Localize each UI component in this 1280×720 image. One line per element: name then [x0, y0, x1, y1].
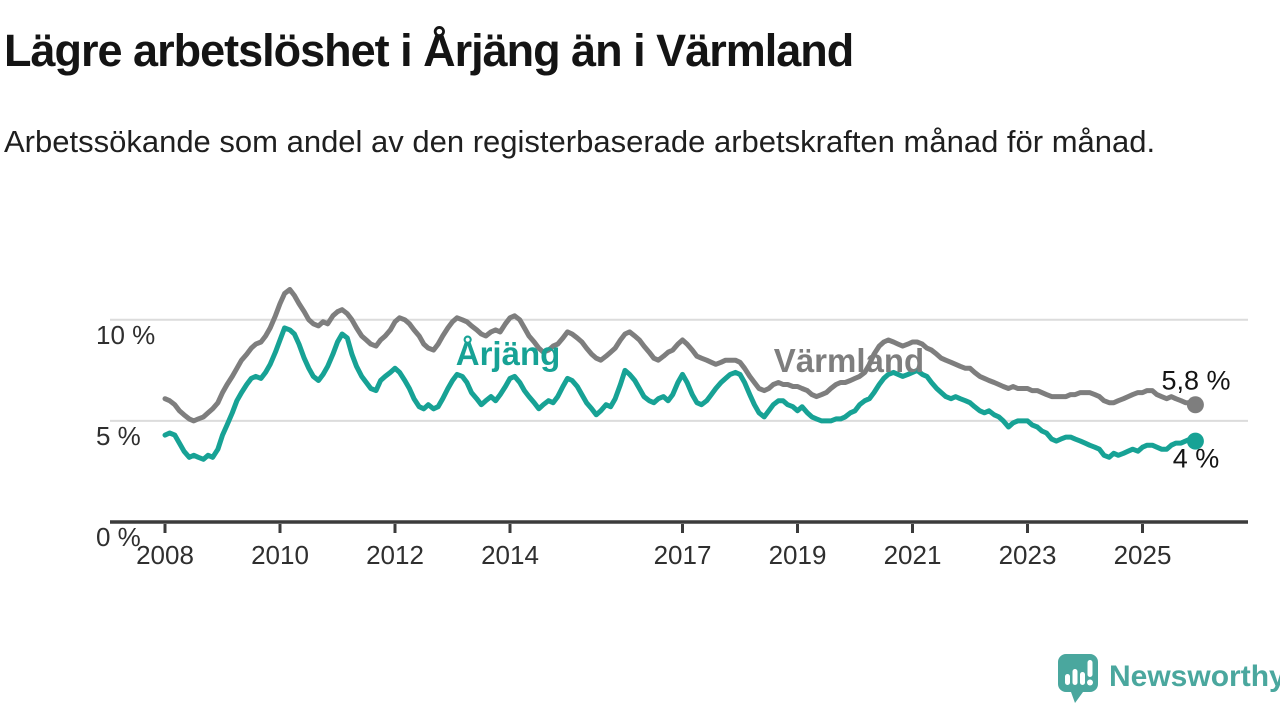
- newsworthy-wordmark: Newsworthy: [1109, 660, 1280, 693]
- x-axis-tick-label: 2014: [481, 540, 539, 570]
- y-axis-tick-label: 0 %: [96, 522, 141, 552]
- x-axis-tick-label: 2008: [136, 540, 194, 570]
- newsworthy-logo: Newsworthy: [1056, 652, 1280, 704]
- x-axis-tick-label: 2023: [998, 540, 1057, 570]
- x-axis-tick-label: 2012: [366, 540, 424, 570]
- y-axis-tick-label: 5 %: [96, 420, 141, 451]
- end-value-label-varmland: 5,8 %: [1161, 365, 1231, 396]
- y-axis-tick-label: 10 %: [96, 319, 156, 350]
- chart-title: Lägre arbetslöshet i Årjäng än i Värmlan…: [4, 25, 854, 76]
- newsworthy-bar-chart-bubble-icon: [1058, 654, 1098, 703]
- chart-subtitle: Arbetssökande som andel av den registerb…: [4, 124, 1156, 159]
- end-value-label-arjang: 4 %: [1172, 443, 1220, 474]
- series-label-varmland: Värmland: [773, 342, 925, 379]
- x-axis-tick-label: 2021: [883, 540, 942, 570]
- x-axis-tick-label: 2017: [653, 540, 712, 570]
- x-axis-tick-label: 2010: [251, 540, 309, 570]
- x-axis-tick-label: 2019: [768, 540, 827, 570]
- series-label-arjang: Årjäng: [455, 335, 561, 372]
- x-axis-tick-label: 2025: [1113, 540, 1172, 570]
